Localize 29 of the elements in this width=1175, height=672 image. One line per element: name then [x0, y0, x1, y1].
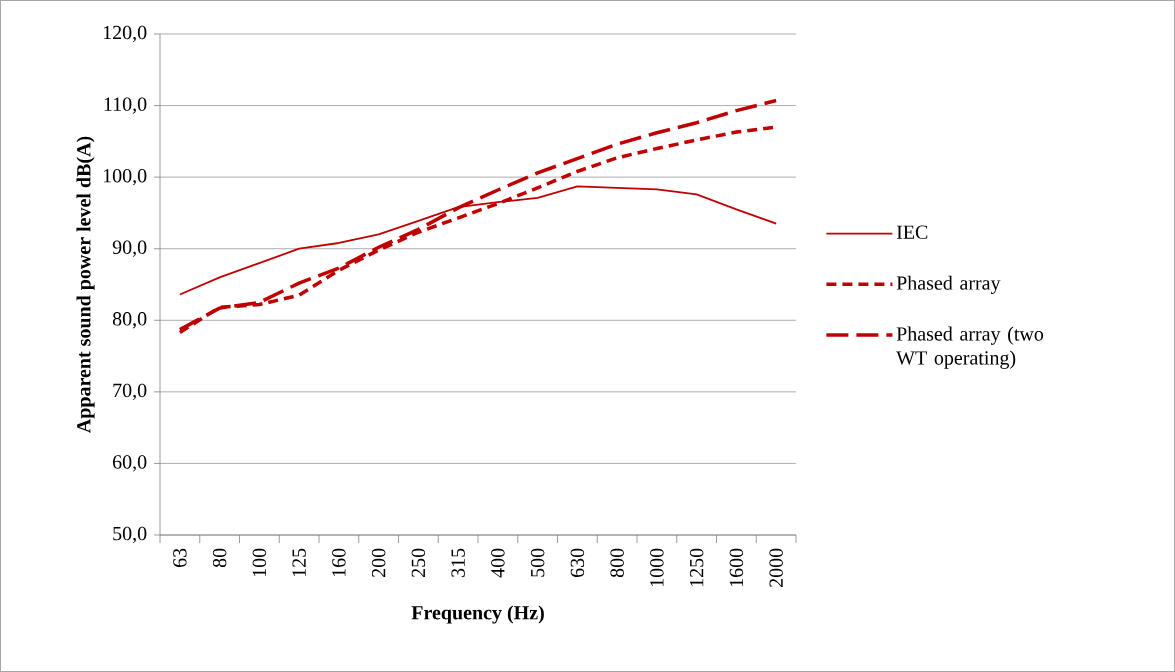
- x-tick-label: 80: [212, 548, 227, 568]
- y-tick-label: 110,0: [104, 97, 147, 114]
- x-tick-label: 400: [491, 548, 505, 578]
- legend-label: IEC: [896, 225, 928, 239]
- y-tick-label: 70,0: [113, 383, 147, 401]
- x-tick-label: 630: [570, 548, 585, 577]
- y-tick-label: 80,0: [112, 312, 147, 329]
- x-tick-label: 125: [292, 548, 306, 577]
- x-tick-label: 1000: [650, 548, 664, 587]
- y-tick-label: 50,0: [113, 526, 147, 544]
- x-tick-label: 800: [610, 548, 624, 578]
- x-tick-label: 200: [371, 548, 386, 577]
- legend-label: Phased array (two WT operating): [896, 326, 1044, 369]
- y-tick-label: 60,0: [113, 455, 147, 472]
- x-tick-label: 160: [332, 548, 346, 577]
- x-tick-label: 315: [451, 548, 465, 577]
- y-tick-label: 90,0: [112, 240, 147, 257]
- y-tick-label: 100,0: [103, 168, 147, 186]
- x-tick-label: 250: [411, 548, 426, 577]
- y-tick-label: 120,0: [103, 25, 147, 43]
- x-tick-label: 63: [173, 548, 187, 567]
- y-axis-title: Apparent sound power level dB(A): [76, 136, 95, 434]
- x-tick-label: 1250: [689, 548, 704, 587]
- x-tick-label: 500: [530, 548, 545, 577]
- x-tick-label: 1600: [729, 548, 744, 587]
- x-axis-title: Frequency (Hz): [411, 605, 544, 624]
- x-tick-label: 2000: [769, 548, 783, 587]
- legend-label: Phased array: [896, 275, 1001, 294]
- x-tick-label: 100: [252, 548, 267, 577]
